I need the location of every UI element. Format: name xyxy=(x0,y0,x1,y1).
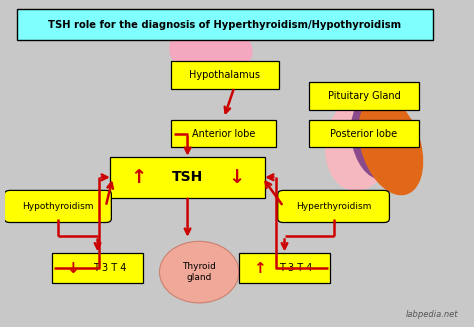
Text: Hyperthyroidism: Hyperthyroidism xyxy=(296,202,371,211)
Text: TSH role for the diagnosis of Hyperthyroidism/Hypothyroidism: TSH role for the diagnosis of Hyperthyro… xyxy=(48,20,401,30)
Text: Posterior lobe: Posterior lobe xyxy=(330,129,398,139)
FancyBboxPatch shape xyxy=(309,120,419,147)
FancyBboxPatch shape xyxy=(309,82,419,110)
Text: TSH: TSH xyxy=(172,170,203,184)
Text: Hypothyroidism: Hypothyroidism xyxy=(22,202,94,211)
FancyBboxPatch shape xyxy=(52,253,143,284)
Ellipse shape xyxy=(358,96,423,195)
Ellipse shape xyxy=(160,241,239,303)
Text: Thyroid
gland: Thyroid gland xyxy=(182,262,216,282)
Ellipse shape xyxy=(325,94,396,191)
FancyBboxPatch shape xyxy=(239,253,330,284)
FancyBboxPatch shape xyxy=(171,61,279,89)
Text: Hypothalamus: Hypothalamus xyxy=(190,70,260,80)
FancyBboxPatch shape xyxy=(110,157,264,198)
Ellipse shape xyxy=(173,25,230,50)
FancyBboxPatch shape xyxy=(4,190,111,222)
Text: T 3 T 4: T 3 T 4 xyxy=(92,263,126,273)
FancyBboxPatch shape xyxy=(17,9,433,40)
Text: ↓: ↓ xyxy=(228,168,245,187)
Text: labpedia.net: labpedia.net xyxy=(406,310,458,319)
Ellipse shape xyxy=(351,95,403,180)
Ellipse shape xyxy=(169,22,253,78)
Text: ↓: ↓ xyxy=(66,261,79,276)
FancyBboxPatch shape xyxy=(278,190,390,222)
Text: T 3 T 4: T 3 T 4 xyxy=(280,263,313,273)
Text: Anterior lobe: Anterior lobe xyxy=(192,129,255,139)
FancyBboxPatch shape xyxy=(171,120,276,147)
Text: Pituitary Gland: Pituitary Gland xyxy=(328,91,401,101)
Text: ↑: ↑ xyxy=(253,261,265,276)
Text: ↑: ↑ xyxy=(130,168,146,187)
